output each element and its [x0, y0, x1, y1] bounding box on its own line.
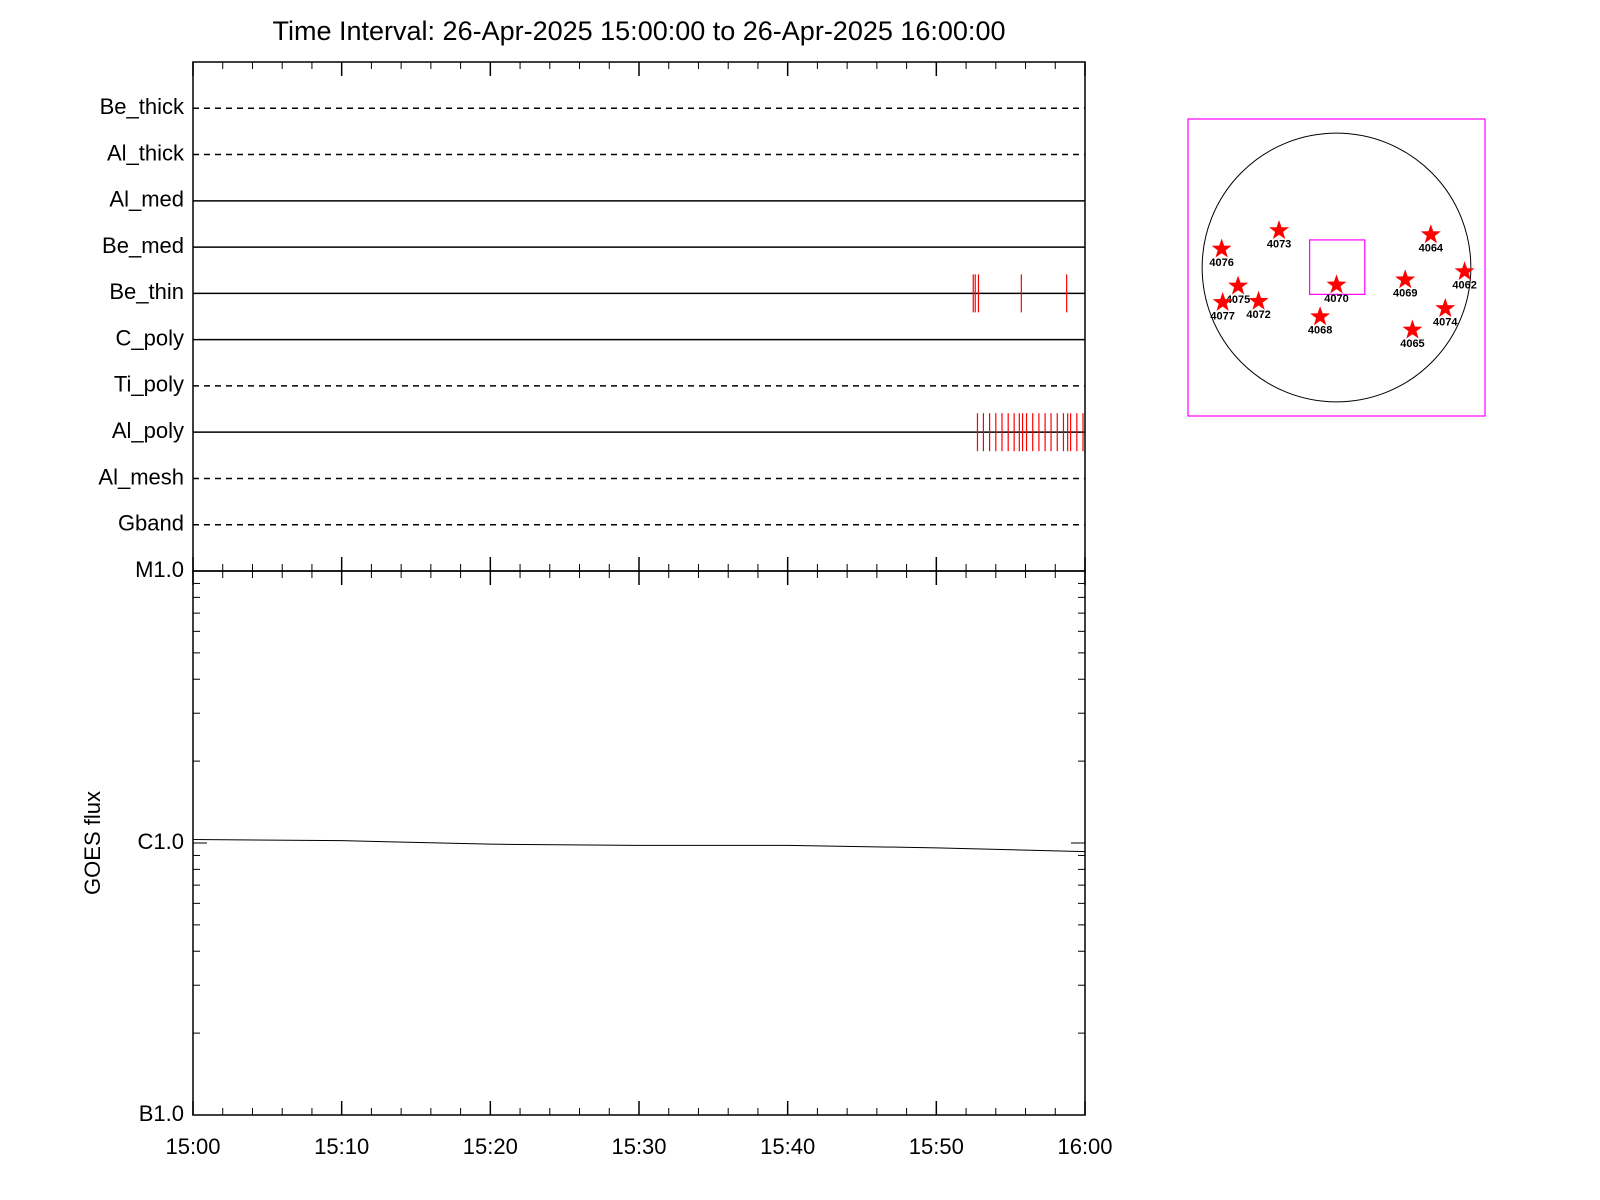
map-frame: [1187, 118, 1486, 417]
x-tick-label: 15:40: [760, 1134, 815, 1159]
region-star: [1435, 298, 1456, 317]
region-label: 4077: [1210, 310, 1234, 322]
region-label: 4069: [1393, 288, 1417, 300]
region-star: [1454, 261, 1475, 281]
region-star: [1212, 291, 1233, 311]
x-tick-label: 15:50: [909, 1134, 964, 1159]
region-label: 4075: [1226, 294, 1250, 306]
flux-line: [192, 839, 1086, 853]
solar-disk: [1201, 132, 1472, 403]
region-label: 4072: [1246, 309, 1270, 321]
region-star: [1248, 290, 1269, 310]
region-label: 4076: [1209, 257, 1233, 269]
filter-label: Al_mesh: [98, 464, 184, 489]
x-tick-label: 16:00: [1057, 1134, 1112, 1159]
filter-label: Be_thick: [100, 94, 185, 119]
y-tick-label: M1.0: [135, 557, 184, 582]
x-tick-label: 15:30: [611, 1134, 666, 1159]
filter-label: Al_poly: [112, 418, 184, 443]
region-star: [1402, 319, 1423, 339]
region-label: 4074: [1433, 316, 1458, 328]
filter-label: Al_thick: [107, 140, 185, 165]
title: Time Interval: 26-Apr-2025 15:00:00 to 2…: [273, 16, 1006, 46]
x-tick-label: 15:20: [463, 1134, 518, 1159]
region-label: 4068: [1308, 325, 1332, 337]
filter-label: Al_med: [109, 187, 184, 212]
region-label: 4062: [1452, 280, 1476, 292]
field-of-view: [1309, 239, 1366, 295]
filter-label: Be_med: [102, 233, 184, 258]
region-star: [1310, 306, 1331, 326]
region-star: [1326, 274, 1347, 294]
y-axis-label: GOES flux: [80, 791, 105, 895]
x-tick-label: 15:10: [314, 1134, 369, 1159]
region-star: [1395, 269, 1416, 289]
x-tick-label: 15:00: [165, 1134, 220, 1159]
region-star: [1228, 275, 1249, 295]
filter-label: Gband: [118, 511, 184, 536]
filter-label: Be_thin: [109, 279, 184, 304]
y-tick-label: B1.0: [139, 1101, 184, 1126]
region-star: [1269, 220, 1290, 240]
region-label: 4070: [1324, 293, 1348, 305]
region-label: 4064: [1419, 243, 1444, 255]
plot-frame: [192, 570, 1086, 1116]
region-star: [1211, 238, 1232, 258]
region-label: 4073: [1267, 238, 1291, 250]
filter-label: C_poly: [116, 325, 184, 350]
y-tick-label: C1.0: [138, 829, 184, 854]
region-star: [1420, 224, 1441, 244]
filter-label: Ti_poly: [114, 372, 184, 397]
plot-frame: [192, 61, 1086, 572]
region-label: 4065: [1400, 338, 1424, 350]
